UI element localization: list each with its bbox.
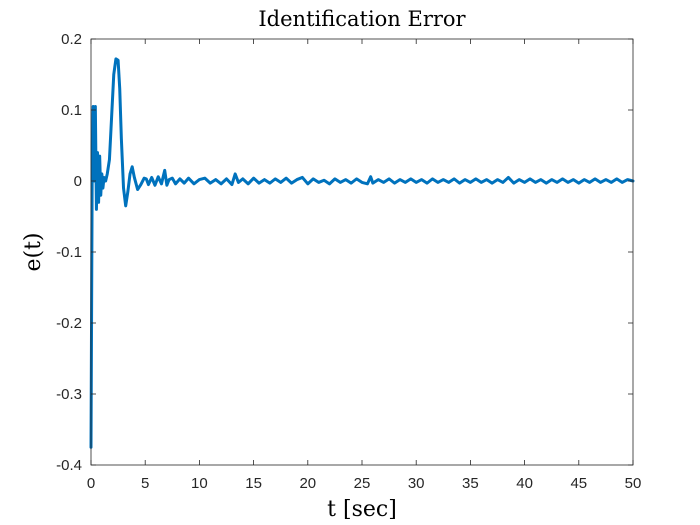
y-tick-label: -0.4: [56, 457, 82, 474]
x-tick-label: 30: [408, 475, 425, 492]
y-tick-label: -0.1: [56, 244, 82, 261]
plot-area: [91, 39, 633, 465]
y-tick-label: -0.3: [56, 386, 82, 403]
error-series-line: [89, 57, 635, 449]
data-layer: [89, 57, 635, 449]
y-axis-label: e(t): [21, 232, 46, 271]
x-tick-label: 40: [516, 475, 533, 492]
x-tick-label: 0: [87, 475, 95, 492]
x-tick-label: 5: [141, 475, 149, 492]
y-tick-label: -0.2: [56, 315, 82, 332]
y-tick-label: 0: [74, 173, 82, 190]
x-tick-label: 35: [462, 475, 479, 492]
y-tick-label: 0.2: [61, 31, 82, 48]
x-tick-label: 20: [299, 475, 316, 492]
x-tick-label: 10: [191, 475, 208, 492]
tick-layer: 0 5 10 15 20 25 30 35 40 45 50 -0.4 -0.3 -0.2 -0.1 0 0.1…: [56, 31, 641, 492]
x-tick-label: 15: [245, 475, 262, 492]
chart-title: Identification Error: [258, 7, 466, 31]
x-tick-label: 25: [354, 475, 371, 492]
x-tick-label: 50: [625, 475, 642, 492]
x-axis-label: t [sec]: [327, 497, 397, 522]
x-tick-label: 45: [570, 475, 587, 492]
y-tick-label: 0.1: [61, 102, 82, 119]
